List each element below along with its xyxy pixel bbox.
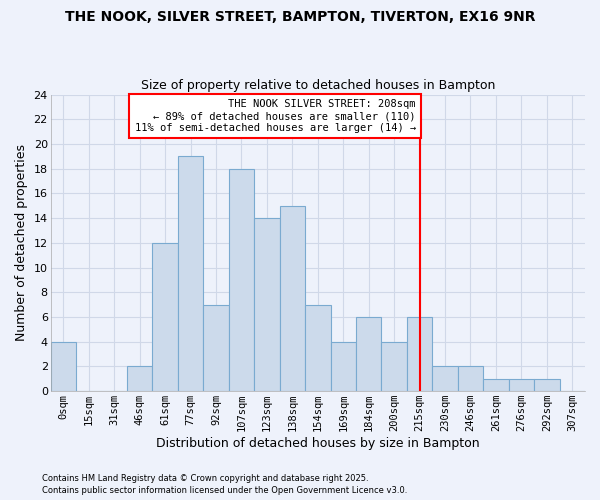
Text: THE NOOK, SILVER STREET, BAMPTON, TIVERTON, EX16 9NR: THE NOOK, SILVER STREET, BAMPTON, TIVERT…: [65, 10, 535, 24]
Title: Size of property relative to detached houses in Bampton: Size of property relative to detached ho…: [140, 79, 495, 92]
Bar: [152, 243, 178, 391]
Bar: [331, 342, 356, 391]
Bar: [382, 342, 407, 391]
Bar: [280, 206, 305, 391]
Bar: [178, 156, 203, 391]
X-axis label: Distribution of detached houses by size in Bampton: Distribution of detached houses by size …: [156, 437, 479, 450]
Bar: [229, 168, 254, 391]
Text: Contains HM Land Registry data © Crown copyright and database right 2025.
Contai: Contains HM Land Registry data © Crown c…: [42, 474, 407, 495]
Bar: [356, 317, 382, 391]
Bar: [203, 304, 229, 391]
Bar: [509, 379, 534, 391]
Bar: [534, 379, 560, 391]
Text: THE NOOK SILVER STREET: 208sqm
← 89% of detached houses are smaller (110)
11% of: THE NOOK SILVER STREET: 208sqm ← 89% of …: [134, 100, 416, 132]
Bar: [458, 366, 483, 391]
Y-axis label: Number of detached properties: Number of detached properties: [15, 144, 28, 342]
Bar: [433, 366, 458, 391]
Bar: [50, 342, 76, 391]
Bar: [254, 218, 280, 391]
Bar: [127, 366, 152, 391]
Bar: [483, 379, 509, 391]
Bar: [407, 317, 433, 391]
Bar: [305, 304, 331, 391]
